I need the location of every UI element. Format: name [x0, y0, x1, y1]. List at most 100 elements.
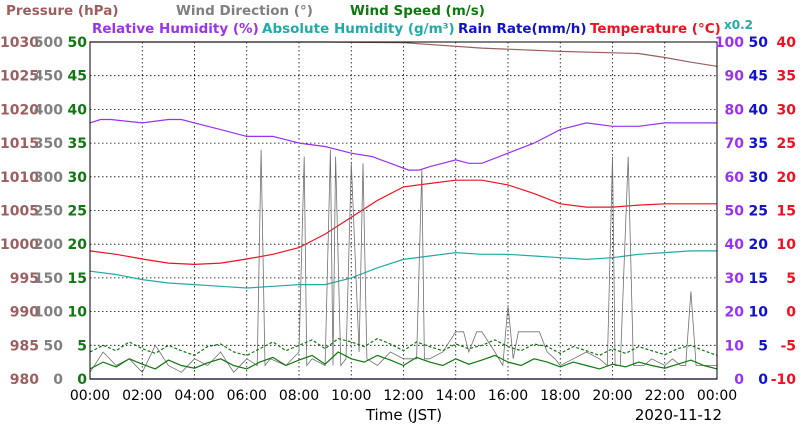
series-line	[89, 351, 718, 370]
y-tick-label-rain-rate: 10	[749, 305, 769, 321]
y-tick-label-rain-rate: 35	[749, 136, 768, 152]
title-wind-speed: Wind Speed (m/s)	[350, 3, 485, 19]
y-tick-label-temperature: -10	[771, 372, 797, 388]
x-tick-label: 08:00	[279, 388, 319, 404]
y-tick-label-wind-speed: 0	[77, 372, 87, 388]
y-tick-label-wind-direction: 350	[34, 136, 63, 152]
series-line	[89, 337, 718, 357]
y-tick-label-temperature: 15	[777, 204, 796, 220]
title-rain-rate: Rain Rate(mm/h)	[458, 21, 587, 37]
y-tick-label-rain-rate: 30	[749, 170, 769, 186]
y-tick-label-pressure: 1010	[0, 170, 39, 186]
y-tick-label-wind-speed: 10	[68, 305, 88, 321]
plot-grid	[90, 42, 717, 379]
y-tick-label-temperature: 35	[777, 69, 796, 85]
y-tick-label-pressure: 1005	[0, 204, 39, 220]
x-tick-label: 20:00	[592, 388, 632, 404]
y-tick-label-wind-speed: 20	[68, 237, 88, 253]
y-tick-label-wind-speed: 25	[68, 204, 87, 220]
x-axis-label: Time (JST)	[365, 406, 442, 424]
y-tick-label-wind-direction: 150	[34, 271, 63, 287]
x-tick-label: 00:00	[697, 388, 737, 404]
y-tick-label-temperature: 40	[777, 35, 797, 51]
series-line	[89, 179, 717, 266]
plot-frame	[89, 41, 718, 380]
y-tick-label-pressure: 1000	[0, 237, 39, 253]
y-tick-label-relative-humidity: 70	[725, 136, 745, 152]
title-scale-note: x0.2	[724, 18, 753, 32]
x-tick-label: 16:00	[488, 388, 528, 404]
x-tick-label: 02:00	[122, 388, 162, 404]
y-tick-label-rain-rate: 50	[749, 35, 769, 51]
y-tick-label-pressure: 1020	[0, 102, 39, 118]
y-tick-label-relative-humidity: 20	[725, 305, 745, 321]
y-tick-label-pressure: 990	[10, 305, 39, 321]
y-tick-label-temperature: 10	[777, 237, 797, 253]
y-tick-label-wind-speed: 15	[68, 271, 87, 287]
x-axis-ticks: 00:00 02:00 04:00 06:00 08:00 10:00 12:00 14:00…	[70, 388, 737, 404]
x-tick-label: 06:00	[227, 388, 267, 404]
y-tick-label-wind-direction: 500	[34, 35, 63, 51]
series-line	[89, 118, 717, 171]
y-tick-label-relative-humidity: 30	[725, 271, 745, 287]
series-line	[89, 250, 717, 289]
y-tick-label-temperature: 20	[777, 170, 797, 186]
y-tick-label-wind-direction: 250	[34, 204, 63, 220]
y-tick-label-wind-direction: 100	[34, 305, 63, 321]
y-tick-label-pressure: 995	[10, 271, 39, 287]
y-tick-label-rain-rate: 5	[758, 338, 768, 354]
y-tick-label-relative-humidity: 50	[725, 204, 745, 220]
x-tick-label: 22:00	[645, 388, 685, 404]
title-temperature: Temperature (°C)	[590, 21, 721, 37]
y-tick-label-relative-humidity: 100	[715, 35, 744, 51]
y-tick-label-relative-humidity: 0	[734, 372, 744, 388]
y-tick-label-pressure: 1015	[0, 136, 39, 152]
x-tick-label: 00:00	[70, 388, 110, 404]
y-tick-label-pressure: 985	[10, 338, 39, 354]
y-tick-label-relative-humidity: 60	[725, 170, 745, 186]
y-tick-label-rain-rate: 45	[749, 69, 768, 85]
title-wind-direction: Wind Direction (°)	[176, 3, 313, 19]
y-tick-label-rain-rate: 40	[749, 102, 769, 118]
y-tick-label-wind-direction: 0	[53, 372, 63, 388]
y-tick-label-rain-rate: 0	[758, 372, 768, 388]
y-tick-label-wind-speed: 50	[68, 35, 88, 51]
series-line	[89, 149, 717, 373]
x-tick-label: 14:00	[436, 388, 476, 404]
y-tick-label-wind-direction: 400	[34, 102, 63, 118]
x-tick-label: 04:00	[174, 388, 214, 404]
y-tick-label-wind-direction: 300	[34, 170, 63, 186]
y-tick-label-relative-humidity: 80	[725, 102, 745, 118]
y-tick-label-temperature: 0	[786, 305, 796, 321]
y-tick-label-wind-direction: 50	[44, 338, 64, 354]
date-label: 2020-11-12	[635, 406, 722, 424]
y-tick-label-temperature: 5	[786, 271, 796, 287]
y-tick-label-pressure: 980	[10, 372, 39, 388]
y-tick-label-wind-direction: 450	[34, 69, 63, 85]
y-tick-label-wind-speed: 40	[68, 102, 88, 118]
x-tick-label: 10:00	[331, 388, 371, 404]
y-tick-label-relative-humidity: 10	[725, 338, 745, 354]
chart-titles: Pressure (hPa) Wind Direction (°) Wind S…	[6, 3, 753, 37]
title-relative-humidity: Relative Humidity (%)	[92, 21, 259, 37]
title-absolute-humidity: Absolute Humidity (g/m³)	[262, 21, 455, 37]
y-tick-label-temperature: -5	[780, 338, 796, 354]
y-axis-ticks: 1030102510201015101010051000995990985980…	[0, 35, 796, 388]
y-tick-label-wind-speed: 45	[68, 69, 87, 85]
y-tick-label-rain-rate: 15	[749, 271, 768, 287]
y-tick-label-wind-speed: 30	[68, 170, 88, 186]
x-tick-label: 18:00	[540, 388, 580, 404]
y-tick-label-pressure: 1030	[0, 35, 39, 51]
y-tick-label-wind-speed: 35	[68, 136, 87, 152]
y-tick-label-relative-humidity: 40	[725, 237, 745, 253]
y-tick-label-wind-speed: 5	[77, 338, 87, 354]
y-tick-label-rain-rate: 25	[749, 204, 768, 220]
y-tick-label-temperature: 30	[777, 102, 797, 118]
y-tick-label-wind-direction: 200	[34, 237, 63, 253]
y-tick-label-relative-humidity: 90	[725, 69, 745, 85]
x-tick-label: 12:00	[383, 388, 423, 404]
y-tick-label-rain-rate: 20	[749, 237, 769, 253]
title-pressure: Pressure (hPa)	[6, 3, 119, 19]
y-tick-label-pressure: 1025	[0, 69, 39, 85]
